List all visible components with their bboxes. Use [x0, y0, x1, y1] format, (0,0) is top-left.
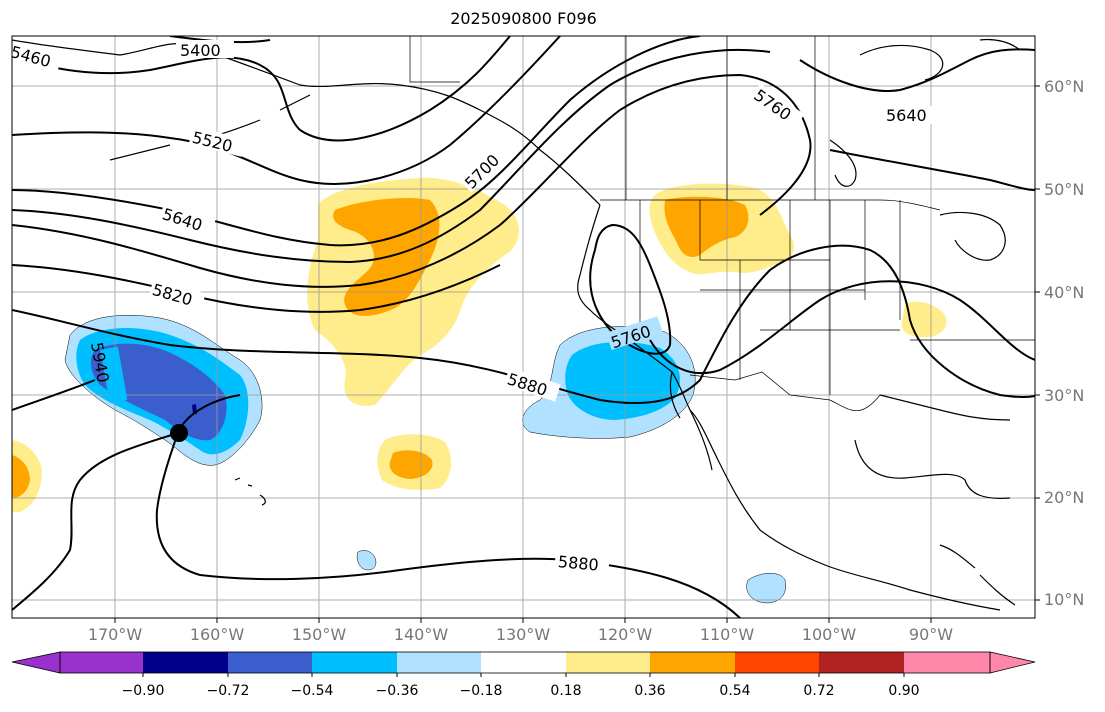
anomaly-blue-california-low	[565, 341, 680, 420]
anomaly-lightblue-small	[356, 550, 377, 571]
colorbar-tick-label: 0.54	[719, 683, 751, 699]
contour-5880-east-low	[649, 280, 1035, 375]
lat-ticks	[1035, 85, 1040, 601]
coastlines	[12, 38, 1021, 611]
lat-label-20n: 20°N	[1044, 488, 1085, 507]
great-lakes	[939, 211, 1006, 261]
canada-provinces	[625, 36, 816, 200]
us-canada-border	[600, 199, 941, 211]
colorbar-tick-label: 0.36	[634, 683, 666, 699]
colorbar-segment	[904, 652, 990, 673]
colorbar-extend-low	[11, 651, 61, 674]
anomaly-yellow-midwest	[901, 301, 947, 338]
colorbar	[11, 651, 1036, 677]
contour-5640-west	[12, 36, 701, 247]
central-america	[939, 544, 1016, 606]
map-title: 2025090800 F096	[450, 9, 597, 28]
us-mexico-border	[689, 371, 881, 412]
contour-5880-southwest	[12, 394, 241, 611]
contour-label-5400: 5400	[180, 41, 221, 60]
lon-label-130w: 130°W	[495, 625, 551, 644]
lat-label-60n: 60°N	[1044, 77, 1085, 96]
colorbar-segment	[312, 652, 397, 673]
colorbar-segment	[735, 652, 819, 673]
hawaii-islands	[234, 477, 266, 506]
contour-5760-california	[589, 223, 672, 355]
colorbar-segment	[481, 652, 566, 673]
lon-label-120w: 120°W	[597, 625, 653, 644]
lat-label-30n: 30°N	[1044, 386, 1085, 405]
colorbar-tick-label: 0.90	[888, 683, 920, 699]
lat-label-40n: 40°N	[1044, 283, 1085, 302]
lat-label-50n: 50°N	[1044, 180, 1085, 199]
lon-label-110w: 110°W	[699, 625, 755, 644]
colorbar-segment	[397, 652, 481, 673]
lon-label-170w: 170°W	[87, 625, 143, 644]
contour-5940	[12, 379, 741, 618]
contour-label-group: 5400 5460 5520 5640 5700 5820 5940 5880 …	[12, 40, 938, 575]
contour-5820	[12, 264, 501, 313]
north-america-west-coast	[577, 204, 1001, 611]
colorbar-tick-label: −0.90	[121, 683, 165, 699]
contour-5640-east	[799, 48, 1035, 191]
colorbar-tick-label: −0.36	[375, 683, 419, 699]
colorbar-segment	[228, 652, 312, 673]
colorbar-tick-label: −0.54	[290, 683, 334, 699]
lon-label-150w: 150°W	[291, 625, 347, 644]
anomaly-orange-west-edge	[12, 455, 30, 498]
anomaly-lightblue-east-pacific	[746, 573, 786, 604]
colorbar-segment	[819, 652, 904, 673]
colorbar-segment	[143, 652, 228, 673]
alaska-coast	[12, 39, 601, 206]
colorbar-tick-label: −0.18	[459, 683, 503, 699]
anomaly-orange-central-pacific	[389, 450, 433, 479]
contour-5880-north	[12, 244, 1035, 405]
lon-ticks	[114, 618, 932, 623]
gulf-of-mexico-coast	[854, 394, 1011, 500]
contour-label-5880-south: 5880	[557, 552, 599, 574]
alaska-border	[409, 36, 460, 83]
colorbar-extend-high	[989, 651, 1036, 674]
contour-label-5640-east: 5640	[886, 106, 927, 125]
lon-label-160w: 160°W	[189, 625, 245, 644]
contour-label-5640: 5640	[160, 204, 205, 235]
colorbar-segment	[60, 652, 143, 673]
lat-label-10n: 10°N	[1044, 590, 1085, 609]
contour-5520	[12, 36, 561, 185]
lon-label-140w: 140°W	[393, 625, 449, 644]
contour-5700	[12, 48, 771, 264]
political-borders	[409, 36, 1035, 412]
colorbar-tick-label: 0.18	[550, 683, 582, 699]
colorbar-outline	[59, 651, 991, 674]
lon-label-100w: 100°W	[801, 625, 857, 644]
colorbar-tick-label: −0.72	[206, 683, 250, 699]
anomaly-darkblue-hawaii-low	[90, 343, 227, 441]
storm-center-marker	[170, 424, 188, 442]
contour-5460	[12, 36, 511, 142]
hudson-bay-region	[829, 139, 857, 187]
contour-label-5820: 5820	[150, 280, 194, 309]
colorbar-segment	[566, 652, 650, 673]
lon-label-90w: 90°W	[908, 625, 954, 644]
height-contours	[12, 36, 1035, 618]
colorbar-tick-label: 0.72	[803, 683, 835, 699]
colorbar-segment	[650, 652, 735, 673]
arctic-islands	[859, 38, 1021, 81]
